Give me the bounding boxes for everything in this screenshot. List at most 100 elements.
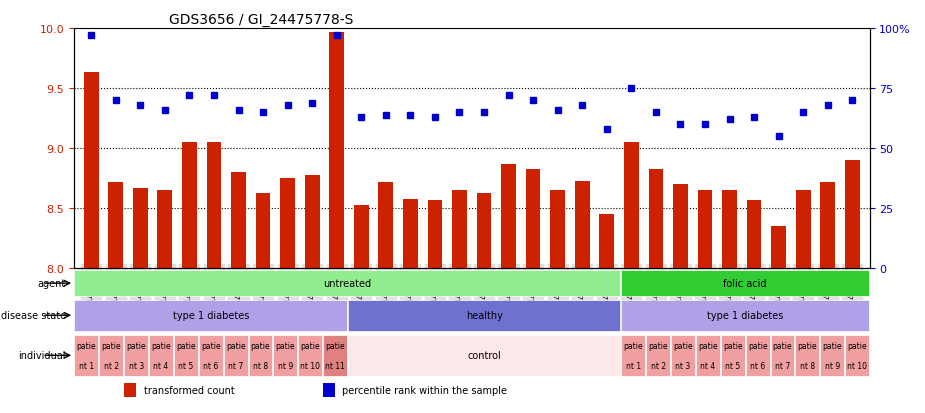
FancyBboxPatch shape [149, 335, 173, 376]
FancyBboxPatch shape [274, 335, 297, 376]
Text: transformed count: transformed count [143, 385, 234, 395]
Text: patie: patie [698, 341, 718, 350]
Text: nt 3: nt 3 [675, 361, 691, 370]
FancyBboxPatch shape [796, 335, 820, 376]
FancyBboxPatch shape [323, 335, 347, 376]
Bar [722, 191, 737, 269]
Bar [550, 191, 565, 269]
Bar [845, 161, 859, 269]
Bar [403, 199, 418, 269]
Text: nt 10: nt 10 [847, 361, 867, 370]
FancyBboxPatch shape [99, 335, 123, 376]
Bar [673, 185, 688, 269]
FancyBboxPatch shape [746, 335, 770, 376]
Bar [157, 191, 172, 269]
Bar [476, 193, 491, 269]
Text: nt 2: nt 2 [650, 361, 666, 370]
Text: nt 6: nt 6 [750, 361, 765, 370]
Text: percentile rank within the sample: percentile rank within the sample [342, 385, 508, 395]
Text: patie: patie [176, 341, 196, 350]
FancyBboxPatch shape [199, 335, 223, 376]
Bar [231, 173, 246, 269]
Bar [378, 183, 393, 269]
Text: disease state: disease state [1, 311, 66, 320]
FancyBboxPatch shape [672, 335, 695, 376]
Bar [796, 191, 810, 269]
Text: patie: patie [301, 341, 320, 350]
Text: patie: patie [226, 341, 245, 350]
Text: patie: patie [673, 341, 693, 350]
Bar [182, 143, 197, 269]
Bar [305, 175, 319, 269]
Bar [525, 169, 540, 269]
FancyBboxPatch shape [174, 335, 198, 376]
Text: patie: patie [151, 341, 171, 350]
Text: patie: patie [77, 341, 96, 350]
FancyBboxPatch shape [224, 335, 248, 376]
Text: individual: individual [18, 351, 66, 361]
Text: GDS3656 / GI_24475778-S: GDS3656 / GI_24475778-S [169, 12, 354, 26]
FancyBboxPatch shape [75, 270, 621, 297]
Text: nt 11: nt 11 [325, 361, 345, 370]
Text: nt 7: nt 7 [228, 361, 243, 370]
Text: patie: patie [822, 341, 842, 350]
Text: patie: patie [772, 341, 793, 350]
Text: patie: patie [847, 341, 867, 350]
Bar [329, 33, 344, 269]
FancyBboxPatch shape [647, 335, 670, 376]
Text: nt 7: nt 7 [775, 361, 790, 370]
FancyBboxPatch shape [75, 335, 98, 376]
Bar [501, 164, 516, 269]
Bar [280, 179, 295, 269]
Bar [820, 183, 835, 269]
FancyBboxPatch shape [75, 300, 347, 331]
Text: patie: patie [276, 341, 295, 350]
FancyBboxPatch shape [124, 335, 148, 376]
Text: nt 2: nt 2 [104, 361, 118, 370]
Bar [697, 191, 712, 269]
Text: folic acid: folic acid [723, 278, 767, 288]
Text: agent: agent [38, 278, 66, 288]
FancyBboxPatch shape [348, 335, 621, 376]
Text: type 1 diabetes: type 1 diabetes [173, 311, 249, 320]
Text: patie: patie [747, 341, 768, 350]
Bar [771, 227, 786, 269]
Text: patie: patie [326, 341, 345, 350]
Bar [133, 188, 148, 269]
Bar [746, 200, 761, 269]
Text: control: control [467, 351, 501, 361]
FancyBboxPatch shape [622, 300, 869, 331]
Bar [354, 205, 369, 269]
FancyBboxPatch shape [696, 335, 720, 376]
Bar [124, 383, 136, 397]
Bar [323, 383, 335, 397]
Text: nt 1: nt 1 [626, 361, 641, 370]
Text: nt 6: nt 6 [204, 361, 218, 370]
Text: patie: patie [797, 341, 817, 350]
Text: healthy: healthy [466, 311, 502, 320]
Text: patie: patie [251, 341, 270, 350]
Text: nt 10: nt 10 [301, 361, 320, 370]
Text: patie: patie [723, 341, 743, 350]
FancyBboxPatch shape [348, 300, 621, 331]
Bar [255, 193, 270, 269]
FancyBboxPatch shape [845, 335, 869, 376]
Bar [427, 200, 442, 269]
Text: patie: patie [623, 341, 643, 350]
Text: nt 1: nt 1 [79, 361, 94, 370]
FancyBboxPatch shape [771, 335, 795, 376]
Bar [206, 143, 221, 269]
Bar [648, 169, 663, 269]
Text: nt 8: nt 8 [253, 361, 268, 370]
FancyBboxPatch shape [249, 335, 272, 376]
Text: nt 9: nt 9 [278, 361, 293, 370]
Bar [84, 73, 99, 269]
Text: patie: patie [102, 341, 121, 350]
Text: type 1 diabetes: type 1 diabetes [707, 311, 783, 320]
FancyBboxPatch shape [820, 335, 845, 376]
Text: untreated: untreated [324, 278, 372, 288]
Text: nt 4: nt 4 [154, 361, 168, 370]
FancyBboxPatch shape [721, 335, 745, 376]
Bar [574, 181, 589, 269]
Bar [624, 143, 638, 269]
